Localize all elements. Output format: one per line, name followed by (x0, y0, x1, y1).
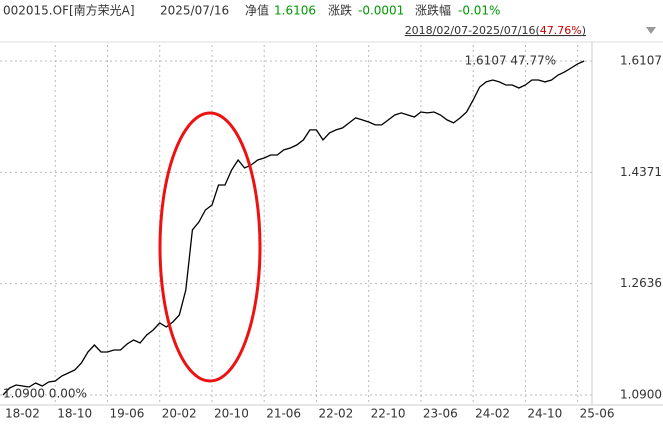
y-tick-label: 1.0900 (620, 387, 662, 401)
highlight-ellipse (158, 111, 262, 383)
min-annotation: 1.0900 0.00% (3, 387, 87, 401)
y-tick-label: 1.6107 (620, 53, 662, 67)
range-change: 47.76% (540, 24, 582, 37)
line-series (2, 60, 585, 396)
x-tick-label: 19-06 (109, 407, 144, 421)
pct: -0.01% (458, 4, 500, 18)
x-tick-label: 18-02 (5, 407, 40, 421)
y-tick-label: 1.2636 (620, 276, 662, 290)
x-tick-label: 25-06 (580, 407, 615, 421)
x-tick-label: 21-06 (266, 407, 301, 421)
range-close: ) (582, 24, 586, 37)
max-annotation: 1.6107 47.77% (465, 54, 557, 68)
pct-label: 涨跌幅 (415, 3, 451, 18)
range[interactable]: 2018/02/07-2025/07/16(47.76%) (405, 24, 586, 37)
range-text: 2018/02/07-2025/07/16( (405, 24, 540, 37)
x-tick-label: 20-02 (162, 407, 197, 421)
dropdown[interactable] (646, 27, 656, 34)
x-tick-label: 24-10 (527, 407, 562, 421)
fund-code: 002015.OF[南方荣光A] (3, 3, 135, 18)
x-tick-label: 23-06 (423, 407, 458, 421)
x-tick-label: 18-10 (57, 407, 92, 421)
change-label: 涨跌 (328, 3, 352, 18)
date: 2025/07/16 (160, 4, 229, 18)
nav-label: 净值 (245, 3, 269, 18)
x-tick-label: 22-10 (371, 407, 406, 421)
y-tick-label: 1.4371 (620, 165, 662, 179)
x-tick-label: 20-10 (214, 407, 249, 421)
nav: 1.6106 (274, 4, 316, 18)
x-tick-label: 24-02 (475, 407, 510, 421)
change: -0.0001 (358, 4, 404, 18)
x-tick-label: 22-02 (318, 407, 353, 421)
